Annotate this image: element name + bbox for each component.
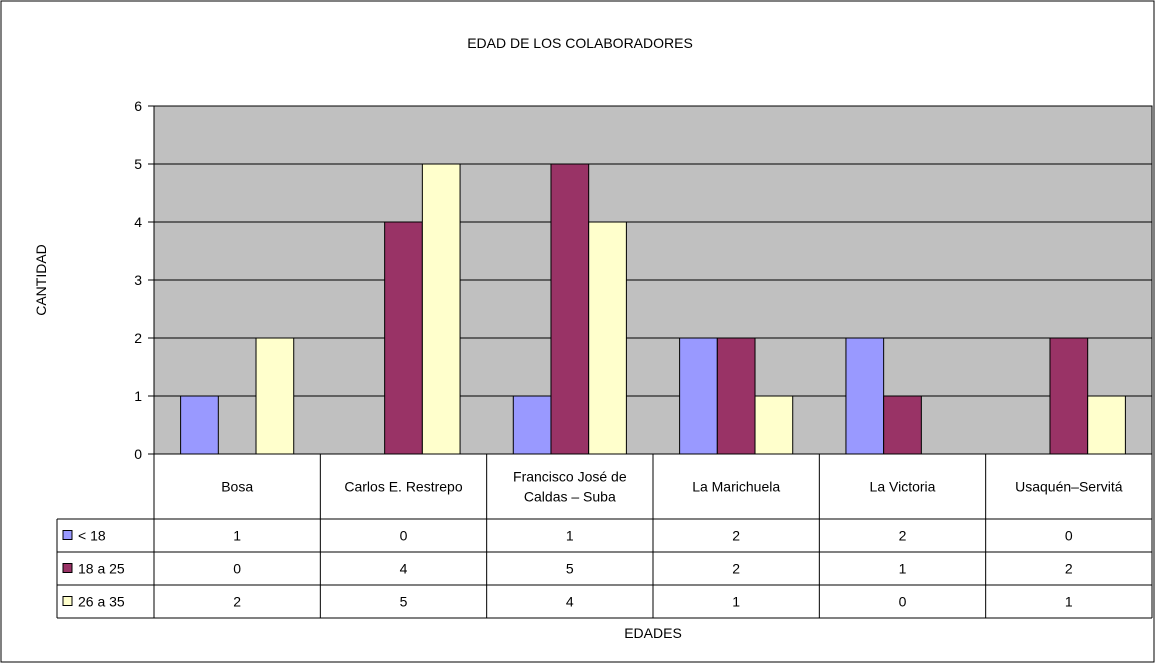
bar-18-a-25 (716, 337, 756, 455)
bar-18-a-25 (883, 395, 922, 455)
data-label: 0 (1065, 528, 1073, 544)
data-label: 4 (400, 561, 408, 577)
bar-18-a-25 (550, 163, 590, 455)
bar-18 (180, 395, 219, 455)
category-label: La Marichuela (692, 479, 780, 495)
bar-18-a-25 (384, 221, 423, 455)
data-label: 2 (1065, 561, 1073, 577)
y-tick-label: 4 (134, 214, 142, 230)
data-label: 2 (732, 528, 740, 544)
data-label: 4 (566, 594, 574, 610)
y-tick-label: 5 (134, 156, 142, 172)
bar-18 (679, 337, 718, 455)
data-label: 2 (732, 561, 740, 577)
bar-26-a-35 (255, 337, 295, 455)
data-label: 0 (899, 594, 907, 610)
category-label: Francisco José de (513, 469, 627, 485)
bar-18 (845, 337, 885, 455)
bar-26-a-35 (588, 221, 627, 455)
category-label: Usaquén–Servitá (1015, 479, 1123, 495)
data-label: 1 (233, 528, 241, 544)
category-label: Caldas – Suba (524, 489, 616, 505)
bar-26-a-35 (421, 163, 461, 455)
data-label: 1 (899, 561, 907, 577)
bar-18-a-25 (1049, 337, 1089, 455)
y-tick-label: 0 (134, 446, 142, 462)
data-label: 1 (566, 528, 574, 544)
data-label: 1 (732, 594, 740, 610)
bar-26-a-35 (1087, 395, 1126, 455)
data-label: 1 (1065, 594, 1073, 610)
bar-18 (512, 395, 552, 455)
legend-label: 26 a 35 (78, 594, 125, 610)
y-tick-label: 2 (134, 330, 142, 346)
legend-swatch (62, 563, 73, 573)
legend-swatch (62, 596, 73, 606)
legend-label: 18 a 25 (78, 561, 125, 577)
y-tick-label: 3 (134, 272, 142, 288)
category-label: La Victoria (870, 479, 936, 495)
data-label: 0 (400, 528, 408, 544)
category-label: Bosa (221, 479, 253, 495)
legend-label: < 18 (78, 528, 106, 544)
y-tick-label: 1 (134, 388, 142, 404)
data-label: 2 (233, 594, 241, 610)
x-axis-label: EDADES (624, 625, 682, 641)
y-axis-label: CANTIDAD (33, 244, 49, 316)
data-label: 5 (566, 561, 574, 577)
category-label: Carlos E. Restrepo (344, 479, 462, 495)
data-label: 2 (899, 528, 907, 544)
y-tick-label: 6 (134, 98, 142, 114)
legend-swatch (62, 530, 73, 540)
bar-26-a-35 (754, 395, 794, 455)
chart-title: EDAD DE LOS COLABORADORES (467, 35, 693, 51)
plot-area: 0 1 2 3 4 5 6 Bosa Carlos E. Restrepo Francisco J… (56, 98, 1153, 619)
data-label: 5 (400, 594, 408, 610)
data-label: 0 (233, 561, 241, 577)
